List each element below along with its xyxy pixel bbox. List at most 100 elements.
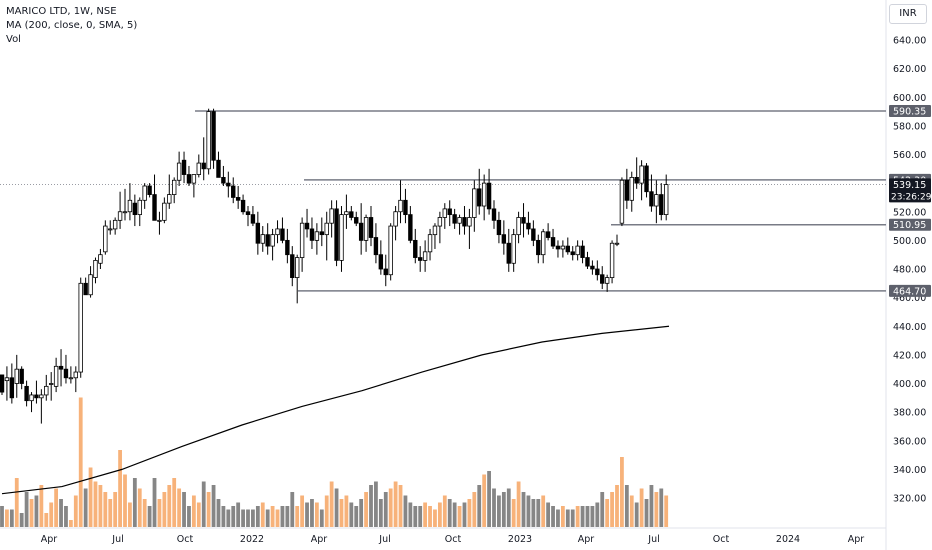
volume-bar [570,509,575,527]
volume-bar [477,485,482,527]
candle-body [560,245,566,250]
x-tick-label: 2023 [508,534,532,545]
candle-body [24,385,29,402]
volume-bar [349,502,354,527]
candle-body [103,225,108,253]
candle-body [221,176,226,184]
y-tick-label: 440.00 [893,322,926,333]
volume-bar [275,509,280,527]
candle-body [413,239,418,258]
candle-body [176,162,182,181]
candle-body [265,234,270,247]
y-tick-label: 500.00 [893,236,926,247]
volume-bar [497,495,501,527]
horizontal-levels[interactable] [0,110,886,292]
volume-bar [654,492,659,527]
candle-body [501,234,507,244]
candle-body [344,211,349,216]
candle-body [388,225,393,276]
candle-body [186,174,192,184]
volume-bar [201,481,206,527]
candle-body [600,274,605,284]
volume-bar [305,502,309,527]
candle-body [481,182,487,207]
volume-bar [521,492,526,527]
candle-body [44,385,49,396]
candle-body [634,176,639,184]
volume-bar [590,506,595,527]
currency-button[interactable]: INR [889,4,927,24]
candle-body [462,217,467,227]
candle-body [88,274,93,296]
candle-body [14,368,19,384]
volume-bar [457,506,462,527]
volume-bar [516,481,521,527]
volume-bar [14,478,19,527]
candle-body [629,176,634,201]
volume-bar [142,499,147,527]
volume-bar [310,499,314,527]
volume-bar [649,485,654,527]
candle-body [290,254,295,278]
y-tick-label: 600.00 [893,93,926,104]
volume-bar [560,506,565,527]
volume-bar [255,506,260,527]
candle-body [447,208,452,216]
volume-bar [620,457,624,527]
candle-body [68,377,74,380]
candle-body [452,214,457,224]
volume-bar [428,506,432,527]
symbol-title[interactable]: MARICO LTD, 1W, NSE [6,6,117,17]
candle-body [334,208,339,261]
candle-body [422,251,428,261]
candle-body [624,179,630,201]
volume-bar [506,488,511,527]
volume-bar [251,509,255,527]
chart-legend: MARICO LTD, 1W, NSE MA (200, close, 0, S… [6,5,137,47]
volume-bar [615,485,619,527]
volume-indicator-label[interactable]: Vol [6,34,21,45]
volume-bar [344,495,349,527]
candle-body [167,194,172,204]
volume-bar [211,485,216,527]
volume-bar [600,492,605,527]
candle-body [511,234,516,264]
volume-bar [177,488,182,527]
volume-bar [383,492,388,527]
ma-indicator-label[interactable]: MA (200, close, 0, SMA, 5) [6,20,138,31]
volume-bar [162,492,167,527]
volume-bar [388,488,393,527]
volume-bar [265,509,270,527]
candle-body [147,185,152,195]
volume-bar [487,471,491,527]
volume-bar [378,499,383,527]
candle-body [590,265,595,270]
y-tick-label: 460.00 [893,293,926,304]
volume-bar [447,499,452,527]
y-tick-label: 620.00 [893,64,926,75]
volume-bar [19,513,24,527]
volume-bar [546,502,551,527]
volume-bar [187,506,191,527]
volume-bar [113,492,118,527]
candle-body [29,394,34,402]
candle-body [73,371,78,379]
volume-bar [128,502,132,527]
candle-body [49,383,54,385]
candle-body [255,222,261,244]
label-465: 464.70 [893,286,926,297]
candle-body [196,162,201,175]
volume-bar [118,450,122,527]
volume-bar [270,506,275,527]
volume-bar [221,506,226,527]
candle-body [157,219,162,222]
y-tick-label: 520.00 [893,207,926,218]
volume-bar [44,513,49,527]
volume-bar [172,478,177,527]
x-tick-label: Oct [713,534,730,545]
volume-bar [137,488,142,527]
candle-body [398,199,403,213]
x-tick-label: Apr [848,534,865,545]
volume-bar [364,492,368,527]
